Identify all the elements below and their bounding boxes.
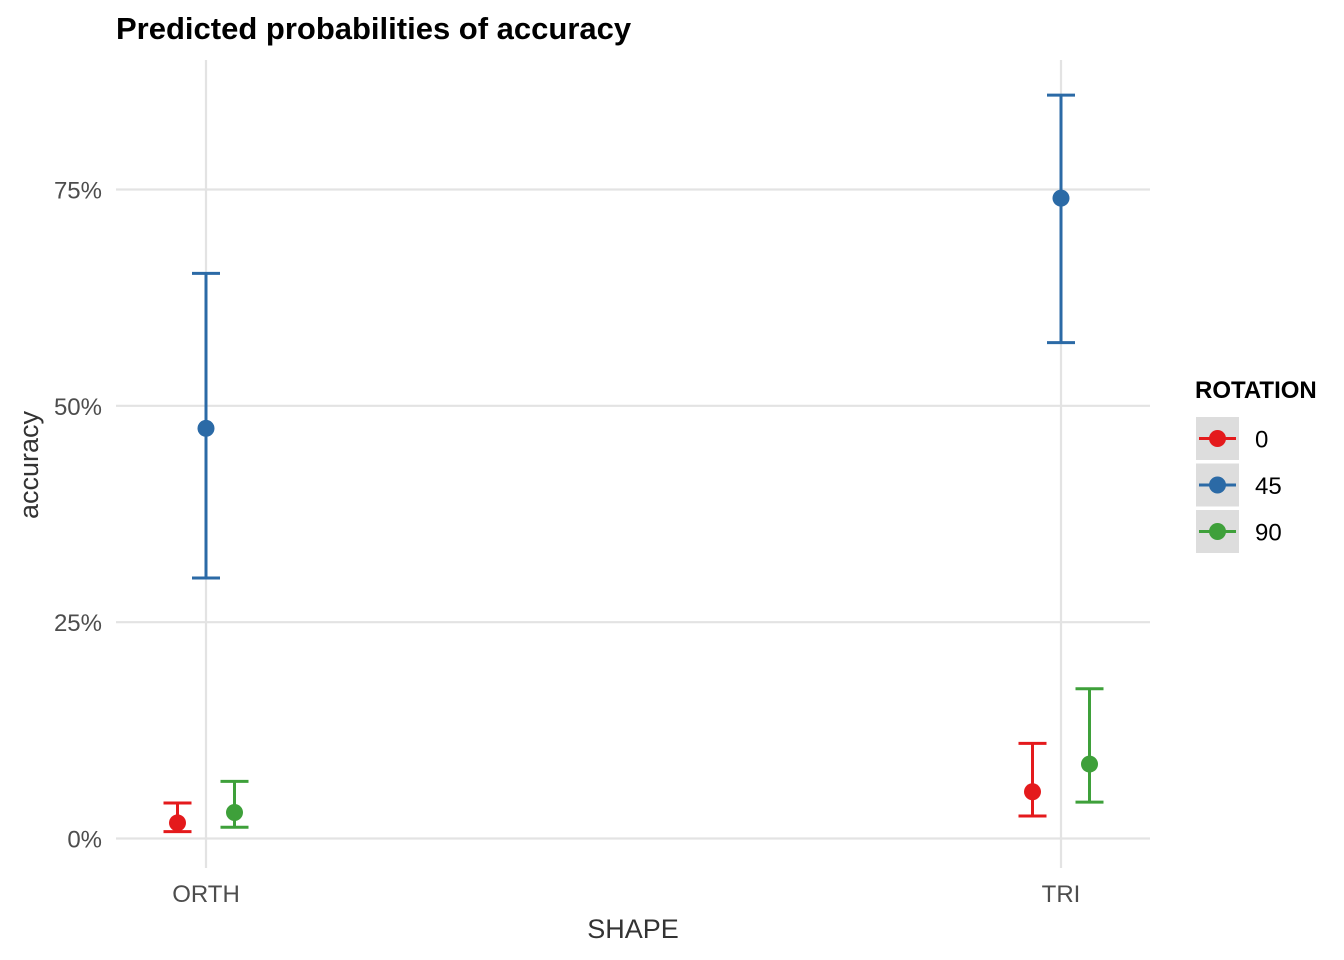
- legend-key-point: [1209, 476, 1226, 494]
- point-rotation-90-tri: [1081, 755, 1098, 773]
- errorbar-rotation-90-tri: [1075, 687, 1104, 804]
- legend-key-point: [1209, 523, 1226, 540]
- plot-marks: [163, 93, 1104, 834]
- y-tick-label: 75%: [54, 178, 102, 205]
- legend-item-45: 45: [1196, 463, 1282, 507]
- legend-key-point: [1209, 430, 1226, 447]
- point-rotation-45-tri: [1052, 189, 1070, 207]
- grid-lines: [116, 60, 1150, 868]
- x-axis-tick-labels: ORTH TRI: [172, 881, 1080, 908]
- y-tick-label: 0%: [67, 827, 102, 854]
- errorbar-rotation-90-orth: [220, 779, 249, 829]
- x-tick-label: TRI: [1042, 881, 1081, 908]
- y-tick-label: 50%: [54, 394, 102, 421]
- x-axis-title: SHAPE: [587, 914, 679, 944]
- legend: ROTATION 0 45 90: [1195, 377, 1317, 553]
- legend-label: 0: [1255, 427, 1268, 454]
- legend-label: 45: [1255, 473, 1282, 500]
- point-rotation-90-orth: [226, 804, 243, 822]
- y-axis-tick-labels: 0% 25% 50% 75%: [54, 178, 102, 854]
- legend-label: 90: [1255, 520, 1282, 547]
- chart-title: Predicted probabilities of accuracy: [116, 11, 632, 46]
- legend-item-90: 90: [1196, 510, 1282, 553]
- errorbar-rotation-0-tri: [1018, 741, 1047, 818]
- y-tick-label: 25%: [54, 610, 102, 637]
- errorbar-rotation-45-orth: [192, 271, 220, 580]
- point-rotation-45-orth: [197, 419, 215, 437]
- errorbar-rotation-0-orth: [163, 801, 192, 834]
- y-axis-title: accuracy: [14, 410, 44, 519]
- errorbar-rotation-45-tri: [1047, 93, 1075, 345]
- point-rotation-0-tri: [1024, 783, 1041, 801]
- legend-item-0: 0: [1196, 417, 1268, 460]
- legend-title: ROTATION: [1195, 377, 1317, 404]
- point-rotation-0-orth: [169, 814, 186, 832]
- x-tick-label: ORTH: [172, 881, 240, 908]
